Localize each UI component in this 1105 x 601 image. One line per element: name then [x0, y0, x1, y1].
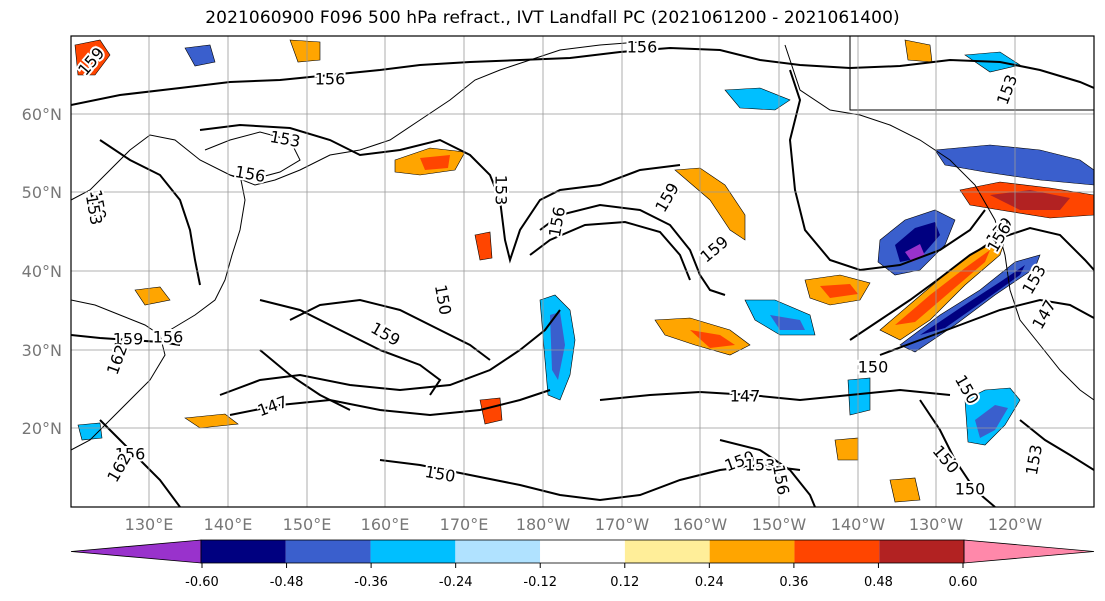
longitude-labels: 130°E 140°E 150°E 160°E 170°E 180°W 170°W 160°W…: [125, 515, 1043, 534]
ivt-negative-patch: [724, 87, 791, 111]
ivt-positive-patch: [474, 231, 493, 261]
ivt-positive-patch: [820, 284, 858, 298]
latitude-tick-label: 60°N: [22, 105, 62, 124]
colorbar-tick-label: -0.60: [185, 575, 219, 590]
ivt-negative-patch: [550, 312, 565, 380]
colorbar-swatch: [201, 540, 286, 563]
ivt-negative-patch: [184, 44, 216, 67]
contour-label: 147: [730, 387, 761, 406]
ivt-positive-patch: [74, 39, 111, 76]
contour-label: 153: [745, 456, 776, 475]
ivt-positive-patch: [420, 155, 450, 170]
colorbar-tick-label: -0.36: [354, 575, 388, 590]
colorbar-outline: [200, 539, 965, 564]
contour-label: 159: [113, 330, 144, 349]
ivt-negative-patch: [77, 422, 103, 441]
map-graticule: [71, 36, 1094, 507]
ivt-positive-patch: [184, 413, 239, 429]
colorbar-extend-high: [963, 539, 1095, 564]
colorbar-tick-label: 0.12: [610, 575, 639, 590]
ivt-positive-patch: [674, 167, 746, 241]
ivt-negative-patch: [975, 405, 1008, 438]
colorbar-tick-label: 0.24: [695, 575, 724, 590]
contour-label: 156: [153, 328, 184, 347]
longitude-tick-label: 150°W: [752, 515, 807, 534]
latitude-tick-label: 30°N: [22, 341, 62, 360]
contour-label: 156: [315, 70, 346, 89]
longitude-tick-label: 160°W: [673, 515, 728, 534]
ivt-shading: [74, 39, 1094, 503]
colorbar-swatch: [624, 540, 710, 563]
contour-label: 153: [492, 175, 511, 206]
ivt-positive-patch: [289, 39, 321, 63]
colorbar-tick-label: 0.48: [864, 575, 893, 590]
longitude-tick-label: 170°W: [595, 515, 650, 534]
colorbar-swatch: [540, 540, 625, 563]
colorbar-swatch: [285, 540, 371, 563]
ivt-positive-patch: [134, 286, 171, 306]
colorbar-tick-label: -0.48: [270, 575, 304, 590]
longitude-tick-label: 120°W: [988, 515, 1043, 534]
colorbar-swatch: [794, 540, 880, 563]
latitude-labels: 60°N 50°N 40°N 30°N 20°N: [22, 105, 62, 438]
ivt-positive-patch: [834, 437, 859, 461]
ivt-positive-patch: [895, 250, 990, 325]
colorbar-swatch: [370, 540, 456, 563]
contour-label: 156: [115, 445, 146, 464]
contour-label: 156: [627, 38, 658, 57]
latitude-tick-label: 50°N: [22, 183, 62, 202]
colorbar-swatch: [879, 540, 964, 563]
contour-label: 150: [858, 358, 889, 377]
ivt-positive-patch: [690, 330, 735, 348]
latitude-tick-label: 40°N: [22, 262, 62, 281]
map-area: [71, 36, 1094, 507]
colorbar: -0.60 -0.48 -0.36 -0.24 -0.12 0.12 0.24 0.36 0.4…: [70, 539, 1095, 590]
contour-label: 150: [955, 480, 986, 499]
longitude-tick-label: 140°E: [204, 515, 253, 534]
ivt-positive-patch: [889, 477, 921, 503]
colorbar-swatch: [455, 540, 541, 563]
ivt-positive-patch: [990, 190, 1070, 210]
longitude-tick-label: 170°E: [440, 515, 489, 534]
longitude-tick-label: 150°E: [283, 515, 332, 534]
longitude-tick-label: 160°E: [361, 515, 410, 534]
colorbar-tick-label: -0.12: [523, 575, 557, 590]
ivt-negative-patch: [847, 377, 871, 416]
colorbar-tick-label: 0.36: [779, 575, 808, 590]
longitude-tick-label: 130°W: [909, 515, 964, 534]
refractivity-contours: [71, 46, 1094, 507]
map-frame: [70, 35, 1095, 508]
colorbar-tick-label: 0.60: [949, 575, 978, 590]
longitude-tick-label: 130°E: [125, 515, 174, 534]
colorbar-swatch: [709, 540, 795, 563]
latitude-tick-label: 20°N: [22, 419, 62, 438]
colorbar-tick-label: -0.24: [439, 575, 473, 590]
colorbar-extend-low: [70, 539, 202, 564]
map-title: 2021060900 F096 500 hPa refract., IVT La…: [205, 8, 900, 28]
ivt-negative-patch: [920, 265, 1025, 335]
longitude-tick-label: 180°W: [516, 515, 571, 534]
coastlines: [71, 36, 1094, 507]
longitude-tick-label: 140°W: [831, 515, 886, 534]
ivt-positive-patch: [479, 397, 503, 425]
